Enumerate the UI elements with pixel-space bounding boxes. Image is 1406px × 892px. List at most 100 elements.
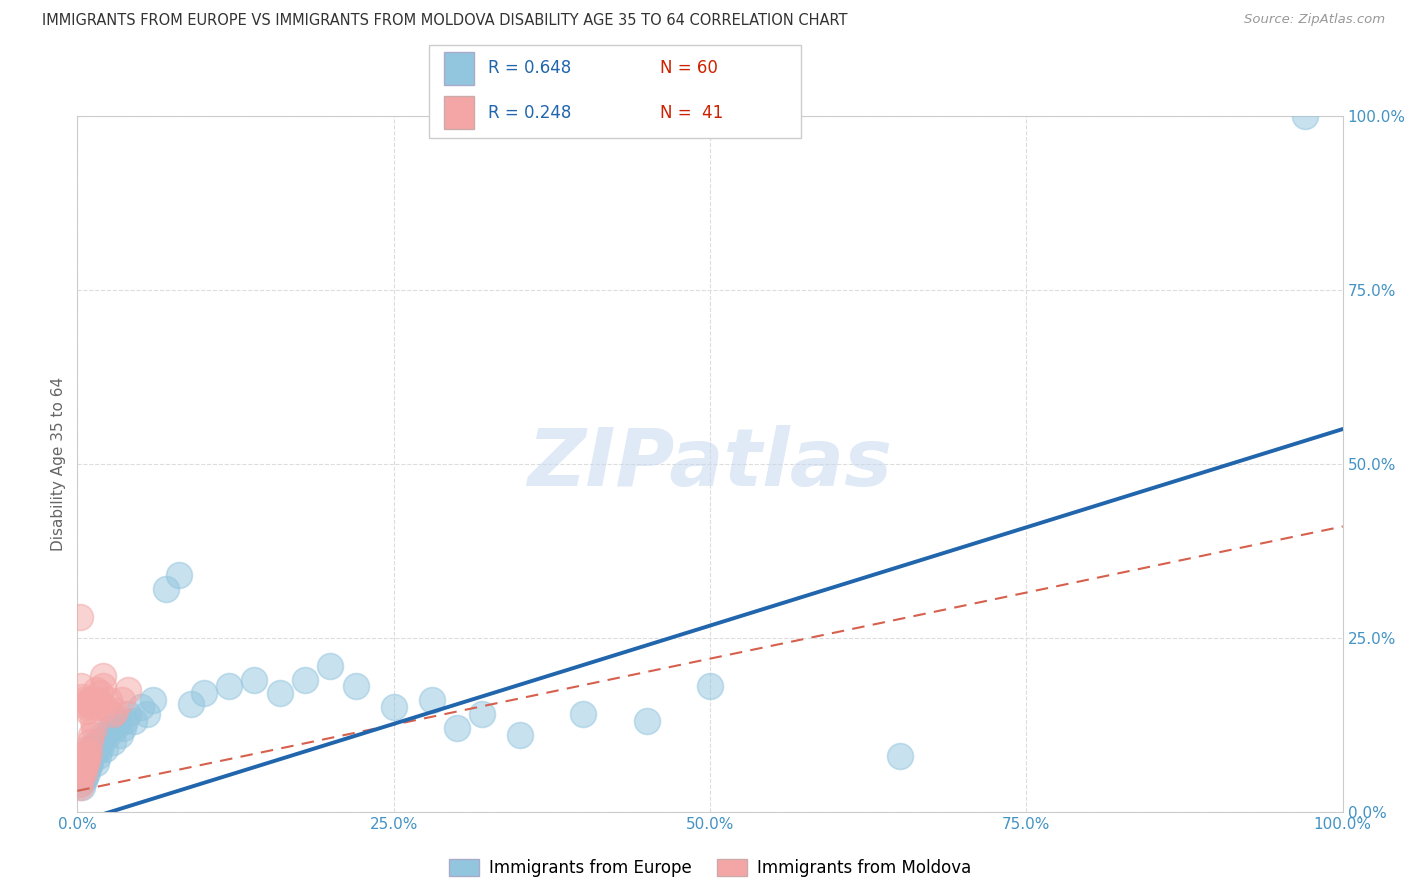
Point bbox=[124, 714, 146, 729]
Point bbox=[111, 721, 134, 735]
Point bbox=[636, 714, 658, 729]
Point bbox=[344, 680, 367, 694]
Point bbox=[91, 669, 114, 683]
Text: R = 0.648: R = 0.648 bbox=[488, 60, 572, 78]
Point bbox=[89, 686, 111, 700]
Point bbox=[83, 746, 105, 760]
Point bbox=[73, 770, 96, 784]
Point bbox=[73, 753, 96, 767]
Point bbox=[180, 697, 202, 711]
Point bbox=[167, 568, 190, 582]
Point bbox=[117, 683, 139, 698]
Point bbox=[101, 707, 124, 722]
Point bbox=[76, 766, 98, 780]
Point bbox=[110, 728, 132, 742]
Point bbox=[69, 780, 91, 795]
Point bbox=[86, 756, 108, 770]
Point bbox=[73, 763, 96, 777]
Point bbox=[82, 714, 104, 729]
Point bbox=[69, 777, 91, 791]
Point bbox=[73, 693, 96, 707]
Point bbox=[73, 766, 96, 780]
Point bbox=[117, 707, 139, 722]
Text: R = 0.248: R = 0.248 bbox=[488, 103, 572, 121]
Legend: Immigrants from Europe, Immigrants from Moldova: Immigrants from Europe, Immigrants from … bbox=[443, 852, 977, 883]
Point bbox=[97, 728, 120, 742]
Point bbox=[69, 610, 91, 624]
FancyBboxPatch shape bbox=[444, 96, 474, 129]
Point bbox=[86, 735, 108, 749]
Point bbox=[72, 780, 94, 795]
Point bbox=[243, 673, 266, 687]
Point bbox=[509, 728, 531, 742]
Point bbox=[155, 582, 177, 596]
Point bbox=[86, 700, 108, 714]
Point bbox=[142, 693, 165, 707]
Point bbox=[70, 680, 93, 694]
Text: N = 60: N = 60 bbox=[659, 60, 717, 78]
Point bbox=[73, 697, 96, 711]
Point bbox=[87, 739, 110, 753]
Point bbox=[76, 753, 98, 767]
Point bbox=[77, 746, 100, 760]
Point bbox=[89, 742, 111, 756]
Point bbox=[91, 728, 114, 742]
Point bbox=[77, 746, 100, 760]
Point bbox=[269, 686, 291, 700]
Point bbox=[70, 759, 93, 773]
Point bbox=[70, 770, 93, 784]
Point bbox=[73, 759, 96, 773]
Point bbox=[76, 753, 98, 767]
Point bbox=[136, 707, 159, 722]
Point bbox=[98, 721, 121, 735]
Point bbox=[572, 707, 595, 722]
Text: ZIPatlas: ZIPatlas bbox=[527, 425, 893, 503]
Point bbox=[94, 742, 117, 756]
Point bbox=[72, 756, 94, 770]
Point bbox=[218, 680, 240, 694]
Point bbox=[75, 763, 97, 777]
Point bbox=[67, 777, 90, 791]
Point bbox=[84, 739, 107, 753]
Point bbox=[1294, 109, 1316, 123]
Point bbox=[70, 770, 93, 784]
Point bbox=[111, 693, 132, 707]
Point bbox=[75, 700, 97, 714]
Point bbox=[107, 714, 129, 729]
Text: IMMIGRANTS FROM EUROPE VS IMMIGRANTS FROM MOLDOVA DISABILITY AGE 35 TO 64 CORREL: IMMIGRANTS FROM EUROPE VS IMMIGRANTS FRO… bbox=[42, 13, 848, 29]
Point bbox=[90, 735, 112, 749]
FancyBboxPatch shape bbox=[429, 45, 801, 138]
Point bbox=[72, 690, 94, 704]
Point bbox=[77, 759, 100, 773]
Point bbox=[77, 697, 100, 711]
Point bbox=[193, 686, 215, 700]
Point bbox=[104, 721, 127, 735]
Point bbox=[72, 763, 94, 777]
Point bbox=[319, 658, 342, 673]
Point bbox=[699, 680, 721, 694]
Point bbox=[86, 683, 108, 698]
Text: Source: ZipAtlas.com: Source: ZipAtlas.com bbox=[1244, 13, 1385, 27]
Y-axis label: Disability Age 35 to 64: Disability Age 35 to 64 bbox=[51, 376, 66, 551]
Point bbox=[94, 700, 117, 714]
Point bbox=[75, 749, 97, 764]
Point bbox=[69, 766, 91, 780]
Point bbox=[98, 693, 120, 707]
Point bbox=[889, 749, 911, 764]
Point bbox=[114, 714, 136, 729]
Point bbox=[73, 773, 96, 788]
Point bbox=[91, 680, 114, 694]
Point bbox=[80, 749, 103, 764]
Text: N =  41: N = 41 bbox=[659, 103, 723, 121]
Point bbox=[79, 693, 101, 707]
Point bbox=[101, 735, 124, 749]
Point bbox=[76, 704, 98, 718]
Point bbox=[75, 756, 97, 770]
Point bbox=[446, 721, 468, 735]
Point bbox=[420, 693, 443, 707]
Point bbox=[73, 749, 96, 764]
Point bbox=[73, 756, 96, 770]
Point bbox=[471, 707, 494, 722]
Point bbox=[79, 756, 101, 770]
Point bbox=[75, 746, 97, 760]
